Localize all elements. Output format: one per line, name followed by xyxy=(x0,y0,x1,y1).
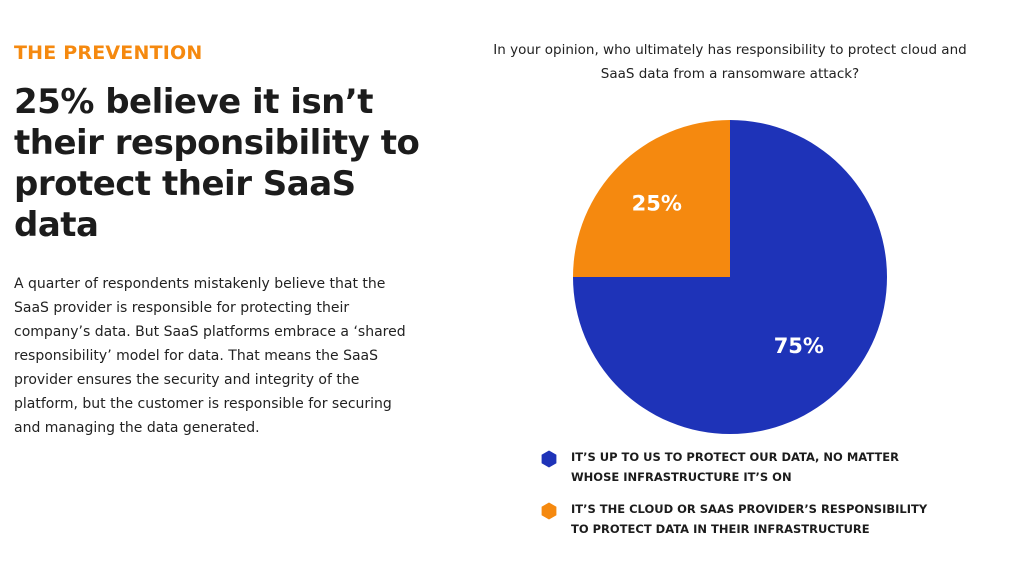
hexagon-marker-icon xyxy=(541,450,557,468)
slice-value-label: 25% xyxy=(632,192,682,216)
legend-label: IT’S UP TO US TO PROTECT OUR DATA, NO MA… xyxy=(571,450,899,484)
chart-legend: IT’S UP TO US TO PROTECT OUR DATA, NO MA… xyxy=(540,447,960,551)
legend-item-us: IT’S UP TO US TO PROTECT OUR DATA, NO MA… xyxy=(540,447,960,487)
headline: 25% believe it isn’t their responsibilit… xyxy=(14,82,420,245)
legend-label: IT’S THE CLOUD OR SAAS PROVIDER’S RESPON… xyxy=(571,502,928,536)
pie-slice xyxy=(573,120,730,277)
slice-value-label: 75% xyxy=(774,334,824,358)
section-eyebrow: THE PREVENTION xyxy=(14,42,203,64)
chart-title: In your opinion, who ultimately has resp… xyxy=(493,42,967,82)
hexagon-marker-icon xyxy=(541,502,557,520)
pie-chart: 75% 25% xyxy=(573,120,887,434)
legend-item-provider: IT’S THE CLOUD OR SAAS PROVIDER’S RESPON… xyxy=(540,499,960,539)
body-paragraph: A quarter of respondents mistakenly beli… xyxy=(14,276,406,436)
